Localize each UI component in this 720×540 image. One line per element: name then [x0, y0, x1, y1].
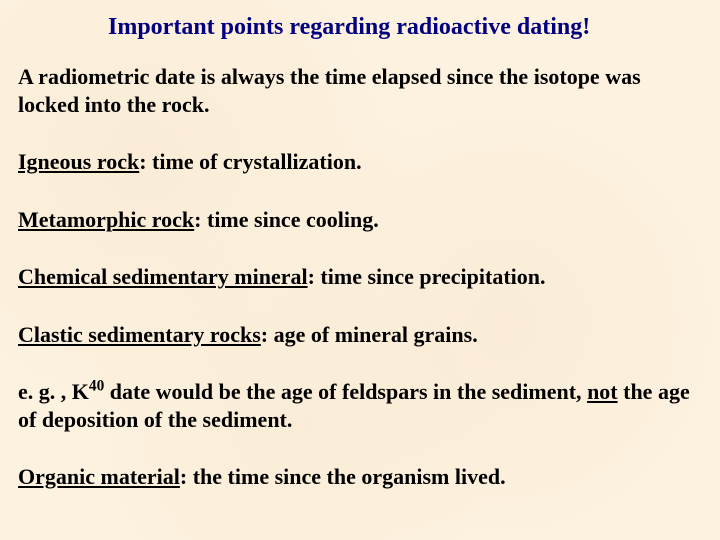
- eg-not: not: [587, 379, 618, 404]
- metamorphic-rest: : time since cooling.: [194, 207, 379, 232]
- metamorphic-line: Metamorphic rock: time since cooling.: [18, 206, 702, 234]
- slide-container: Important points regarding radioactive d…: [0, 0, 720, 540]
- slide-title: Important points regarding radioactive d…: [18, 14, 702, 41]
- chemsed-rest: : time since precipitation.: [308, 264, 546, 289]
- igneous-rest: : time of crystallization.: [139, 149, 361, 174]
- clastic-line: Clastic sedimentary rocks: age of minera…: [18, 321, 702, 349]
- clastic-label: Clastic sedimentary rocks: [18, 322, 261, 347]
- chemsed-label: Chemical sedimentary mineral: [18, 264, 308, 289]
- intro-paragraph: A radiometric date is always the time el…: [18, 63, 702, 118]
- clastic-rest: : age of mineral grains.: [261, 322, 478, 347]
- metamorphic-label: Metamorphic rock: [18, 207, 194, 232]
- example-line: e. g. , K40 date would be the age of fel…: [18, 378, 702, 433]
- eg-superscript: 40: [89, 378, 104, 395]
- organic-rest: : the time since the organism lived.: [180, 464, 506, 489]
- igneous-label: Igneous rock: [18, 149, 139, 174]
- eg-mid: date would be the age of feldspars in th…: [104, 379, 587, 404]
- chemsed-line: Chemical sedimentary mineral: time since…: [18, 263, 702, 291]
- organic-label: Organic material: [18, 464, 180, 489]
- eg-prefix: e. g. , K: [18, 379, 89, 404]
- igneous-line: Igneous rock: time of crystallization.: [18, 148, 702, 176]
- organic-line: Organic material: the time since the org…: [18, 463, 702, 491]
